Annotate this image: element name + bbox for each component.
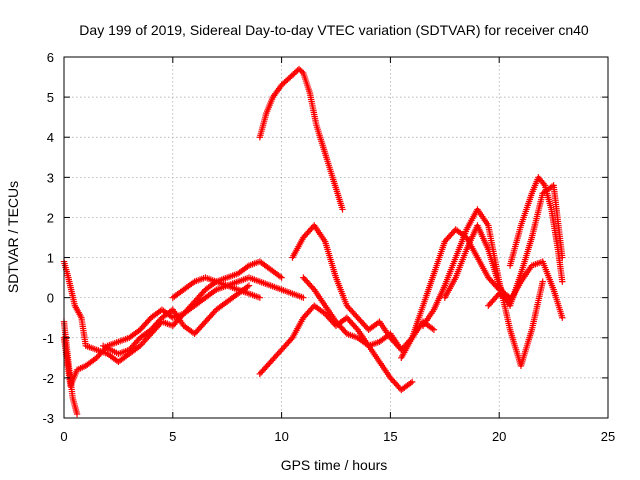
data-point (300, 294, 307, 301)
y-tick-label: 4 (47, 130, 54, 145)
x-tick-label: 0 (60, 429, 67, 444)
y-tick-label: -1 (42, 331, 54, 346)
y-tick-label: -3 (42, 411, 54, 426)
data-point (256, 294, 264, 301)
grid-layer (64, 57, 608, 418)
x-tick-label: 10 (274, 429, 288, 444)
series-arc-4 (99, 282, 253, 358)
plot-frame (63, 56, 609, 419)
data-point (559, 314, 566, 321)
y-tick-label: -2 (42, 371, 54, 386)
data-point (408, 378, 416, 386)
data-point (298, 68, 306, 75)
data-point (559, 278, 566, 285)
data-point (309, 284, 317, 292)
series-arc-3 (60, 258, 285, 366)
y-tick-label: 1 (47, 251, 54, 266)
series-arc-6 (256, 65, 346, 213)
y-tick-label: 3 (47, 170, 54, 185)
data-point (73, 410, 81, 418)
series-arc-14 (485, 258, 566, 321)
data-point (287, 336, 295, 343)
data-point (430, 326, 438, 333)
data-point (539, 278, 546, 285)
x-axis-label: GPS time / hours (281, 457, 388, 473)
series-arc-13 (506, 174, 566, 285)
series-arc-5 (169, 274, 264, 301)
x-tick-label: 5 (169, 429, 176, 444)
y-tick-label: 6 (47, 50, 54, 65)
x-tick-label: 15 (383, 429, 397, 444)
x-tick-label: 20 (492, 429, 506, 444)
y-tick-label: 5 (47, 90, 54, 105)
y-tick-label: 2 (47, 210, 54, 225)
y-axis-label: SDTVAR / TECUs (5, 181, 21, 293)
axes-layer: 0 5 10 15 20 25 -3 -2 -1 0 1 2 3 4 5 6 (42, 50, 615, 444)
series-arc-10 (398, 226, 514, 362)
chart-title: Day 199 of 2019, Sidereal Day-to-day VTE… (79, 22, 589, 38)
x-tick-label: 25 (601, 429, 615, 444)
data-point (353, 325, 360, 332)
series-arc-12 (441, 182, 566, 309)
data-point (278, 274, 285, 281)
data-point (339, 206, 346, 213)
series-arc-9 (300, 274, 405, 354)
y-tick-label: 0 (47, 291, 54, 306)
series-arc-8 (289, 222, 438, 354)
data-point (245, 282, 253, 289)
